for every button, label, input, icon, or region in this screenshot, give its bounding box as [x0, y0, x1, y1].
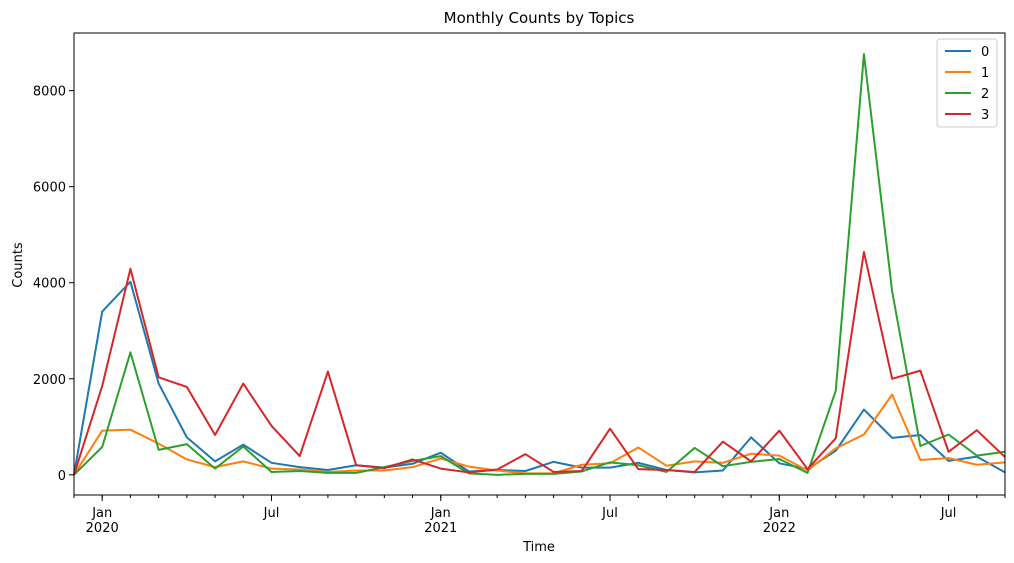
legend-label-2: 2	[981, 87, 989, 102]
x-tick-year-label: 2022	[763, 521, 796, 536]
series-line-0	[73, 280, 1006, 476]
chart-title: Monthly Counts by Topics	[444, 9, 635, 27]
plot-area	[73, 32, 1006, 496]
legend-label-3: 3	[981, 108, 989, 123]
x-tick-year-label: 2021	[424, 521, 457, 536]
legend: 0 1 2 3	[936, 38, 998, 128]
legend-label-0: 0	[981, 45, 989, 60]
x-tick-label: Jul	[940, 506, 957, 521]
x-tick-label: Jul	[601, 506, 618, 521]
x-tick-label: Jul	[263, 506, 280, 521]
series-line-3	[73, 250, 1006, 476]
plot-frame	[73, 32, 1006, 496]
x-tick-label: Jan	[768, 506, 789, 521]
y-tick-label: 2000	[33, 373, 66, 388]
y-tick-label: 0	[58, 469, 66, 484]
y-tick-label: 8000	[33, 85, 66, 100]
x-axis-label: Time	[522, 540, 555, 555]
x-tick-label: Jan	[91, 506, 112, 521]
series-line-2	[73, 53, 1006, 476]
y-tick-label: 6000	[33, 181, 66, 196]
y-tick-label: 4000	[33, 277, 66, 292]
y-axis: 0 2000 4000 6000 8000	[33, 85, 74, 484]
x-tick-label: Jan	[430, 506, 451, 521]
legend-box	[936, 38, 998, 128]
legend-label-1: 1	[981, 66, 989, 81]
x-tick-year-label: 2020	[86, 521, 119, 536]
y-axis-label: Counts	[11, 242, 26, 288]
